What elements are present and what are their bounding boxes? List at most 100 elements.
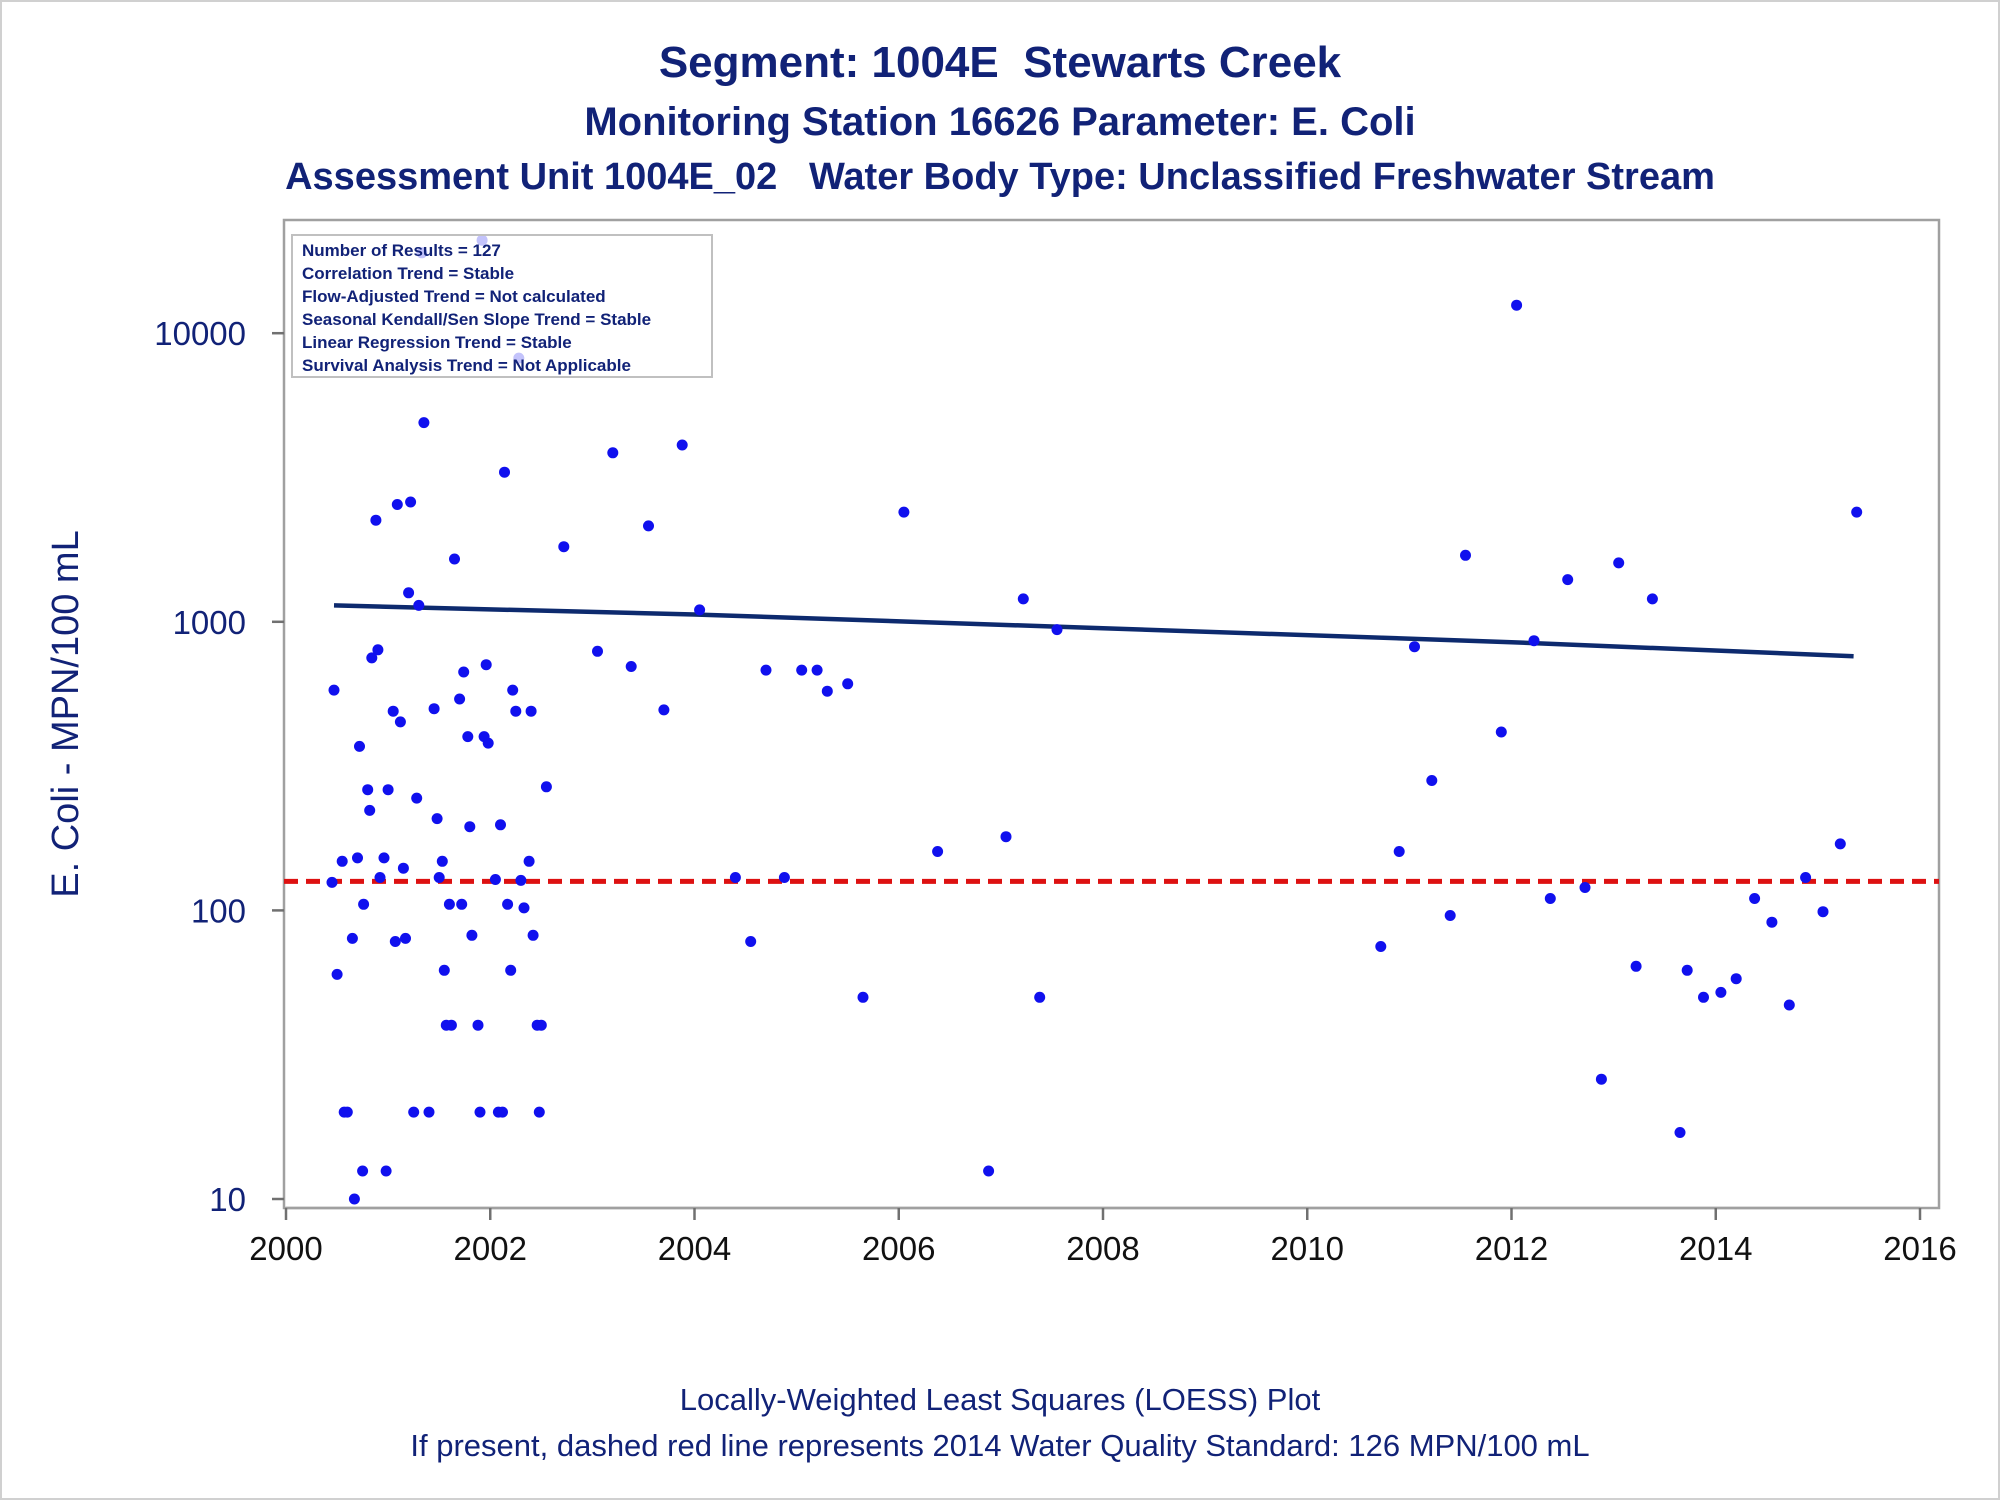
data-point: [1393, 846, 1405, 857]
data-point: [507, 684, 519, 696]
data-point: [497, 1106, 508, 1118]
data-point: [1613, 557, 1625, 569]
data-point: [405, 496, 417, 508]
data-point: [454, 693, 466, 705]
data-point: [898, 506, 910, 518]
x-tick-label: 2006: [862, 1230, 935, 1267]
data-point: [408, 1106, 420, 1118]
data-point: [1000, 831, 1012, 843]
data-point: [438, 964, 450, 976]
y-tick-label: 10000: [154, 315, 246, 352]
data-point: [431, 813, 443, 825]
data-point: [466, 929, 478, 941]
data-point: [1749, 893, 1761, 904]
data-point: [540, 781, 552, 793]
x-tick-label: 2014: [1679, 1230, 1752, 1267]
data-point: [1674, 1127, 1686, 1138]
data-point: [1800, 872, 1812, 883]
footnote-loess: Locally-Weighted Least Squares (LOESS) P…: [679, 1382, 1321, 1417]
data-point: [1051, 624, 1063, 636]
data-point: [341, 1106, 353, 1118]
stats-survival-analysis-trend: Survival Analysis Trend = Not Applicable: [302, 356, 631, 375]
data-point: [505, 964, 517, 976]
data-point: [400, 932, 411, 944]
data-point: [1495, 726, 1507, 738]
data-point: [358, 898, 370, 910]
data-point: [397, 862, 409, 874]
x-tick-label: 2002: [454, 1230, 527, 1267]
data-point: [482, 737, 494, 749]
data-point: [391, 499, 403, 510]
x-tick-label: 2010: [1271, 1230, 1344, 1267]
data-point: [366, 652, 378, 664]
y-tick-label: 100: [191, 892, 246, 929]
data-point: [1562, 574, 1574, 586]
data-point: [433, 872, 445, 883]
data-point: [354, 740, 365, 752]
data-point: [372, 644, 384, 656]
data-point: [676, 439, 688, 451]
stats-linear-regression-trend: Linear Regression Trend = Stable: [302, 333, 572, 352]
x-tick-label: 2004: [658, 1230, 731, 1267]
data-point: [1579, 882, 1591, 893]
data-point: [445, 1019, 457, 1031]
data-point: [413, 599, 425, 611]
data-point: [1646, 593, 1658, 605]
data-point: [745, 936, 757, 947]
data-point: [411, 792, 423, 804]
stats-results: Number of Results = 127: [302, 241, 501, 260]
stats-correlation-trend: Correlation Trend = Stable: [302, 264, 514, 283]
stats-box-border: [291, 234, 713, 378]
data-point: [474, 1106, 486, 1118]
data-point: [378, 852, 390, 864]
data-point: [525, 705, 537, 717]
data-point: [499, 466, 510, 478]
data-point: [449, 553, 460, 565]
data-point: [423, 1106, 435, 1118]
data-point: [456, 898, 468, 910]
data-point: [1444, 910, 1456, 921]
data-point: [1544, 893, 1556, 904]
data-point: [374, 872, 386, 883]
data-point: [983, 1165, 995, 1177]
loess-layer: [333, 603, 1854, 659]
data-point: [857, 991, 869, 1003]
data-point: [389, 936, 401, 947]
x-tick-label: 2016: [1883, 1230, 1956, 1267]
stats-box: Number of Results = 127 Correlation Tren…: [291, 234, 713, 378]
footnote-standard: If present, dashed red line represents 2…: [410, 1428, 1590, 1463]
data-point: [382, 784, 394, 796]
data-point: [1715, 986, 1727, 998]
data-point: [1528, 635, 1540, 647]
data-point: [658, 704, 670, 716]
data-point: [326, 876, 338, 888]
data-point: [346, 932, 358, 944]
data-point: [348, 1193, 360, 1205]
data-point: [489, 874, 501, 885]
data-point: [1698, 991, 1709, 1003]
data-point: [495, 819, 506, 831]
data-point: [625, 661, 637, 672]
y-axis-label: E. Coli - MPN/100 mL: [45, 530, 87, 897]
data-point: [932, 846, 944, 857]
data-point: [1511, 299, 1523, 311]
data-point: [821, 685, 833, 697]
y-tick-label: 10: [209, 1181, 246, 1218]
data-point: [328, 684, 340, 696]
data-point: [1766, 916, 1778, 928]
data-point: [533, 1106, 545, 1118]
data-point: [502, 898, 514, 910]
data-point: [518, 902, 530, 914]
y-tick-label: 1000: [173, 604, 246, 641]
data-point: [1730, 973, 1742, 985]
data-point: [352, 852, 363, 864]
data-point: [1460, 549, 1471, 561]
data-point: [428, 703, 440, 715]
data-point: [796, 664, 808, 676]
data-point: [1783, 999, 1795, 1011]
stats-flow-adjusted-trend: Flow-Adjusted Trend = Not calculated: [302, 287, 606, 306]
data-point: [515, 874, 527, 886]
data-point: [1851, 506, 1863, 518]
data-point: [1409, 641, 1420, 653]
data-point: [527, 929, 539, 941]
